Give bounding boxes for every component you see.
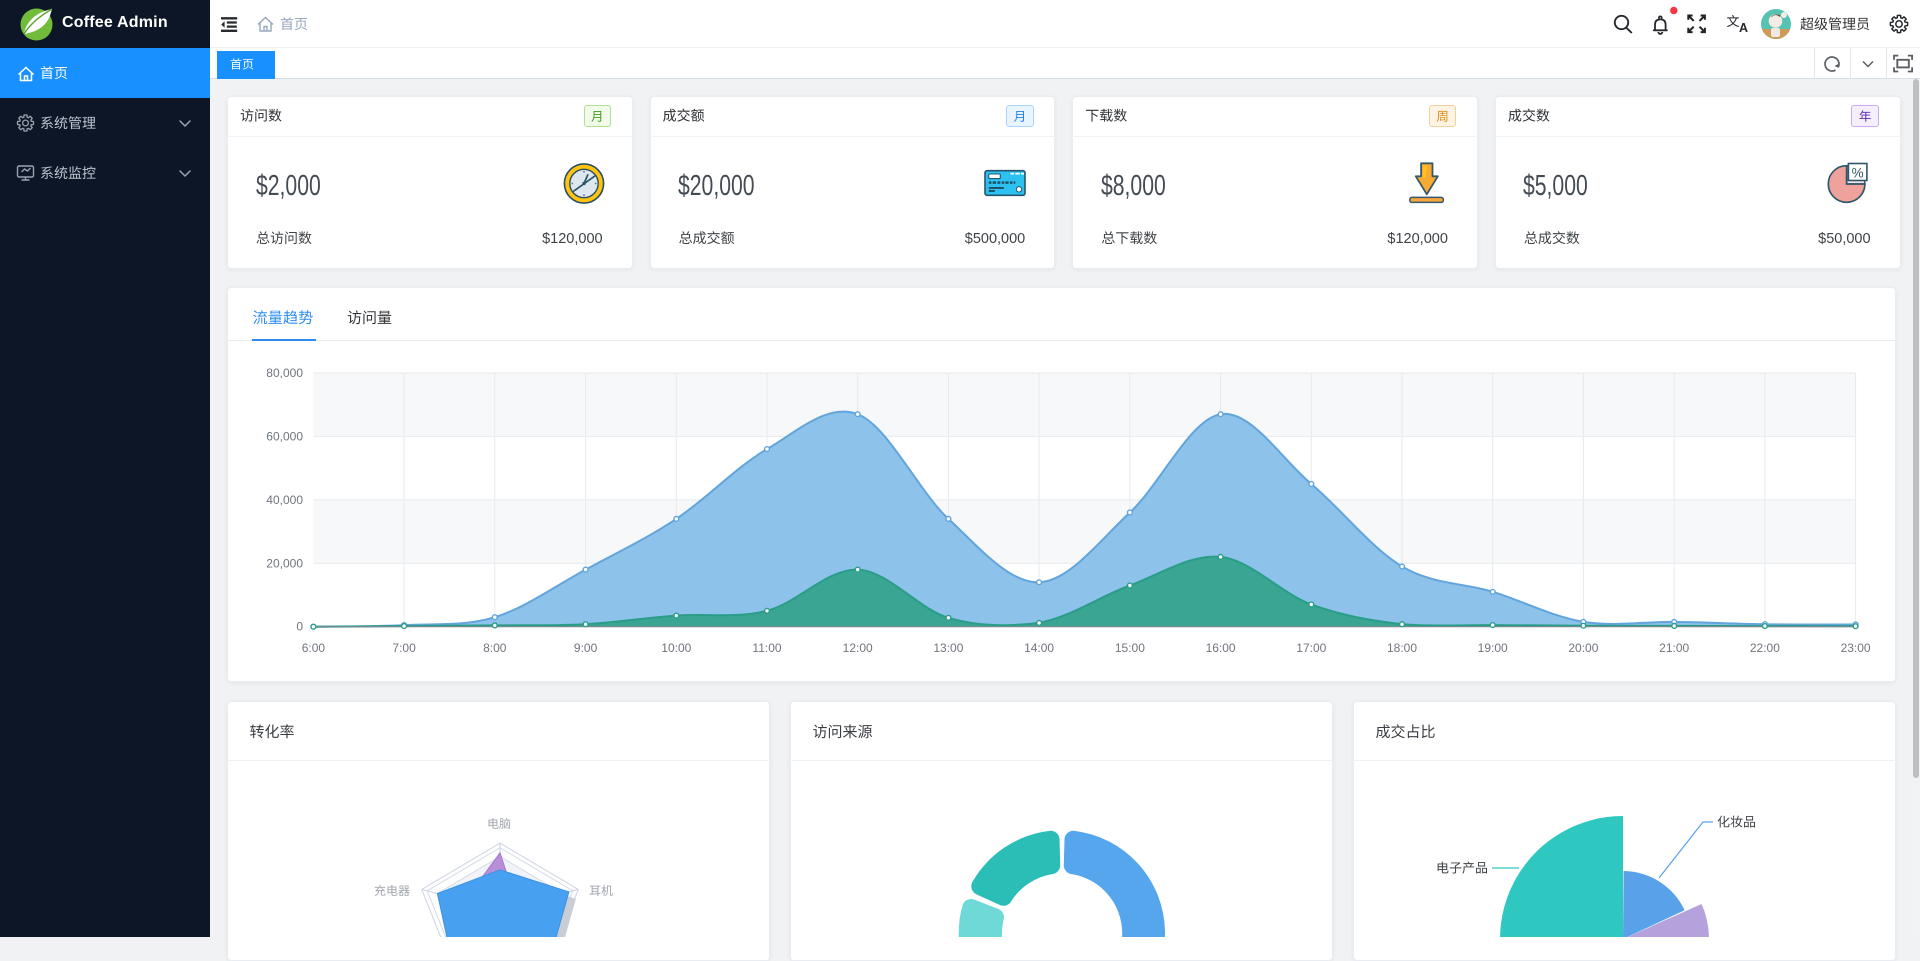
svg-text:60,000: 60,000 [266, 429, 303, 443]
svg-text:8:00: 8:00 [483, 641, 507, 655]
svg-text:11:00: 11:00 [752, 641, 781, 655]
svg-text:13:00: 13:00 [933, 641, 963, 655]
svg-text:14:00: 14:00 [1024, 641, 1054, 655]
svg-text:17:00: 17:00 [1296, 641, 1326, 655]
svg-text:21:00: 21:00 [1659, 641, 1689, 655]
svg-text:16:00: 16:00 [1206, 641, 1236, 655]
svg-text:9:00: 9:00 [574, 641, 598, 655]
svg-text:20,000: 20,000 [266, 556, 303, 570]
svg-text:15:00: 15:00 [1115, 641, 1145, 655]
svg-text:A: A [1739, 21, 1748, 35]
svg-text:6:00: 6:00 [302, 641, 326, 655]
svg-text:0: 0 [296, 620, 303, 634]
svg-text:19:00: 19:00 [1478, 641, 1508, 655]
svg-text:%: % [1852, 166, 1864, 181]
svg-text:22:00: 22:00 [1750, 641, 1780, 655]
svg-text:12:00: 12:00 [843, 641, 873, 655]
svg-text:80,000: 80,000 [266, 366, 303, 380]
svg-text:18:00: 18:00 [1387, 641, 1417, 655]
svg-text:20:00: 20:00 [1568, 641, 1598, 655]
svg-text:7:00: 7:00 [392, 641, 416, 655]
svg-text:10:00: 10:00 [661, 641, 691, 655]
svg-text:40,000: 40,000 [266, 493, 303, 507]
svg-text:23:00: 23:00 [1841, 641, 1871, 655]
